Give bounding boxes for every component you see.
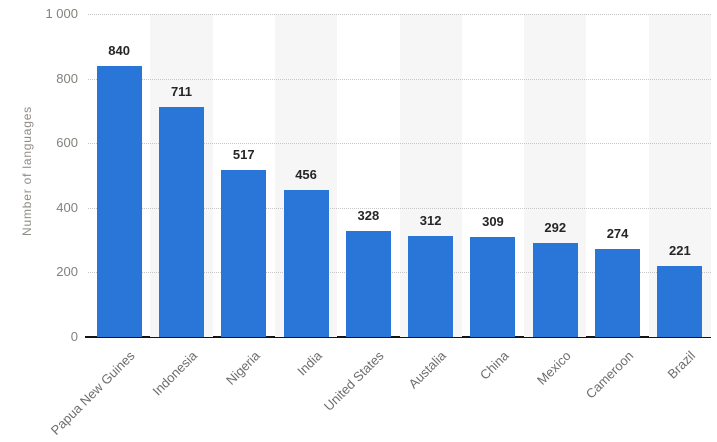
- bar-mexico: [532, 242, 578, 337]
- x-axis-label-text: India: [294, 348, 325, 379]
- bar-value-nigeria: 517: [232, 147, 255, 163]
- y-tick-label-1000: 1 000: [45, 6, 78, 21]
- bar-value-mexico: 292: [544, 219, 567, 235]
- y-axis-title: Number of languages: [20, 106, 34, 236]
- bar-cameroon: [595, 248, 641, 337]
- x-axis-label-text: China: [476, 348, 512, 383]
- bar-value-china: 309: [482, 214, 504, 230]
- gridline-400: [88, 207, 711, 209]
- bar-value-brazil: 221: [668, 242, 691, 258]
- y-tick-label-0: 0: [70, 329, 78, 344]
- y-tick-label-200: 200: [56, 264, 78, 280]
- plot-area: 840 711 517 456 328 312 309 292 274 221: [85, 14, 711, 338]
- bar-value-india: 456: [295, 166, 317, 182]
- bar-united-states: [345, 231, 391, 337]
- x-axis-label-text: United States: [321, 348, 387, 414]
- gridline-200: [88, 272, 711, 274]
- bar-india: [283, 189, 329, 337]
- bar-papua-new-guines: [96, 65, 142, 337]
- x-axis-label-text: Mexico: [534, 348, 574, 388]
- bar-value-austalia: 312: [419, 213, 442, 229]
- x-axis-label-text: Nigeria: [222, 348, 263, 388]
- x-axis-label-text: Austalia: [405, 348, 450, 392]
- x-axis-line: [85, 336, 711, 338]
- x-axis-label-text: Cameroon: [582, 348, 637, 402]
- bar-austalia: [408, 236, 454, 337]
- y-tick-label-800: 800: [56, 70, 78, 86]
- bar-brazil: [657, 265, 703, 337]
- x-axis-label-text: Brazil: [664, 348, 699, 382]
- gridline-800: [88, 78, 711, 80]
- gridline-1000: [88, 14, 711, 15]
- bar-value-united-states: 328: [357, 208, 380, 224]
- bar-value-papua-new-guines: 840: [108, 42, 130, 58]
- bar-indonesia: [158, 107, 204, 337]
- bar-china: [470, 237, 516, 337]
- y-tick-label-600: 600: [56, 135, 78, 151]
- y-tick-label-400: 400: [56, 199, 78, 215]
- bar-value-cameroon: 274: [606, 225, 629, 241]
- bar-value-indonesia: 711: [170, 84, 192, 100]
- x-axis-label-text: Indonesia: [149, 348, 201, 399]
- x-axis-label-text: Papua New Guines: [47, 348, 138, 438]
- bar-nigeria: [221, 170, 267, 337]
- gridline-600: [88, 143, 711, 145]
